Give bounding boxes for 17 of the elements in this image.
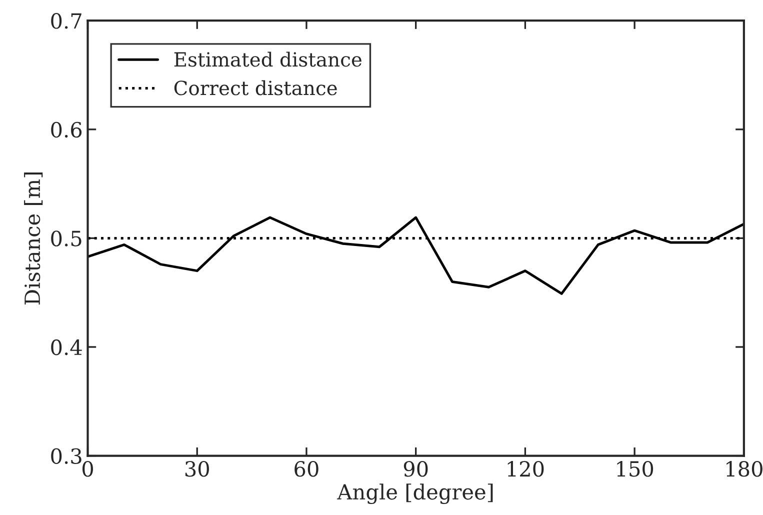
y-tick-label: 0.4 (51, 339, 82, 356)
y-axis-title: Distance [m] (24, 172, 43, 304)
x-tick-label: 0 (82, 461, 93, 477)
x-tick-label: 180 (726, 461, 762, 477)
x-tick-label: 120 (508, 461, 544, 477)
x-tick-label: 30 (185, 461, 209, 477)
legend-label: Estimated distance (174, 52, 362, 67)
x-axis-title: Angle [degree] (337, 484, 493, 504)
y-tick-label: 0.5 (51, 230, 82, 246)
y-tick-label: 0.3 (51, 448, 82, 464)
x-tick-label: 150 (617, 461, 654, 477)
y-tick-label: 0.6 (51, 122, 82, 138)
x-tick-label: 90 (404, 461, 428, 477)
legend-label: Correct distance (174, 80, 337, 96)
line-series (88, 216, 744, 295)
x-tick-label: 60 (294, 461, 318, 477)
y-tick-label: 0.7 (51, 13, 82, 29)
